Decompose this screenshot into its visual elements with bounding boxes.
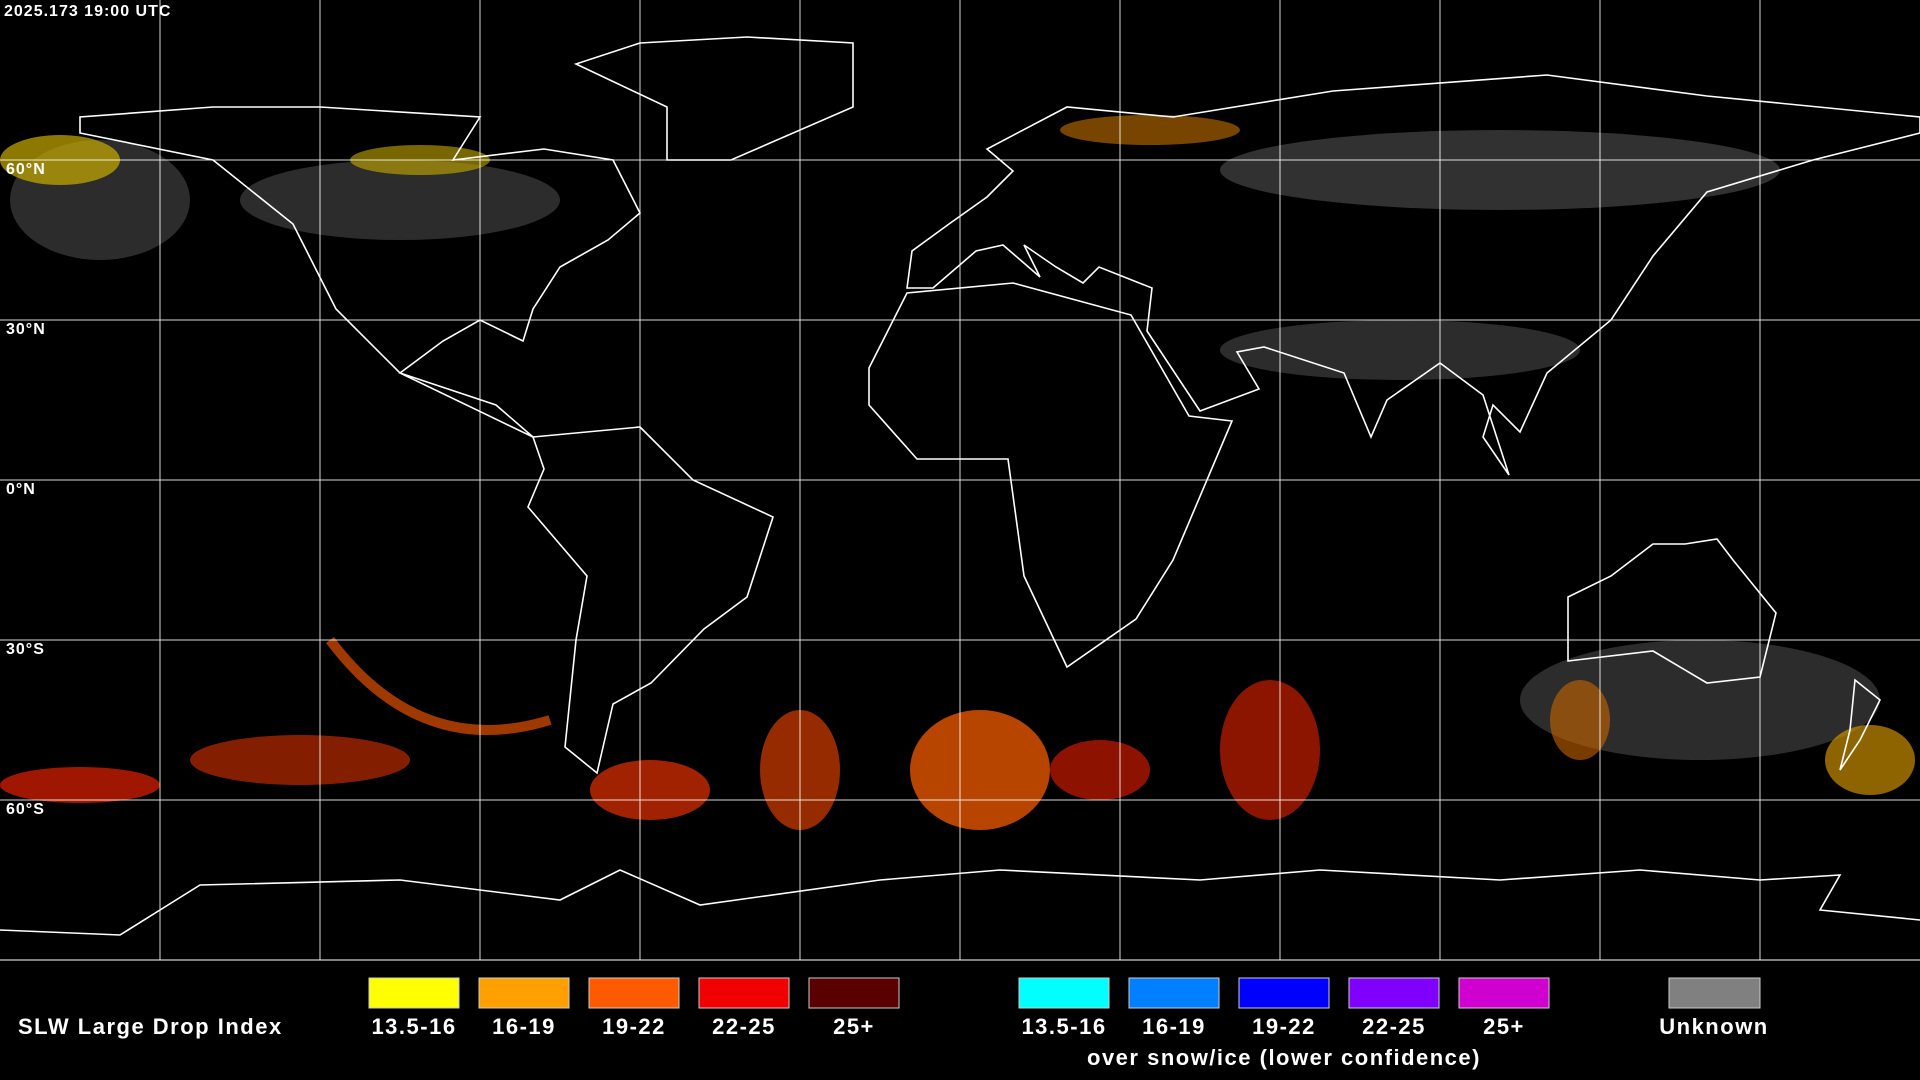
slw-cloud-area — [190, 735, 410, 785]
antarctica-coast — [0, 869, 1920, 936]
north-america-coast — [79, 106, 642, 438]
legend-label: 22-25 — [712, 1014, 776, 1039]
legend-label: 25+ — [1483, 1014, 1525, 1039]
legend-swatch — [1348, 977, 1440, 1009]
legend-title: SLW Large Drop Index — [18, 1014, 283, 1039]
legend-swatch — [1128, 977, 1220, 1009]
slw-cloud-area — [910, 710, 1050, 830]
slw-cloud-area — [590, 760, 710, 820]
latitude-label: 30°S — [6, 641, 45, 658]
unknown-cloud-area — [1520, 640, 1880, 760]
unknown-cloud-area — [1220, 320, 1580, 380]
legend-swatch — [478, 977, 570, 1009]
graticule — [0, 0, 1920, 960]
cloud-imagery — [0, 115, 1915, 830]
eurasia-coast — [906, 74, 1920, 476]
unknown-cloud-area — [1220, 130, 1780, 210]
latitude-label: 30°N — [6, 321, 46, 338]
legend-label: 16-19 — [492, 1014, 556, 1039]
slw-cloud-area — [1220, 680, 1320, 820]
greenland-coast — [573, 36, 854, 161]
slw-cloud-area — [1550, 680, 1610, 760]
latitude-label: 60°S — [6, 801, 45, 818]
coastlines — [0, 36, 1920, 936]
legend-note: over snow/ice (lower confidence) — [1087, 1045, 1481, 1070]
legend: 13.5-16 16-19 19-22 22-25 25+ 13.5-16 16-19 19-… — [368, 977, 1769, 1070]
latitude-label: 0°N — [6, 481, 36, 498]
legend-swatch — [698, 977, 790, 1009]
australia-coast — [1567, 538, 1777, 684]
legend-label: 13.5-16 — [1021, 1014, 1106, 1039]
slw-cloud-area — [0, 767, 160, 803]
south-america-coast — [527, 426, 774, 775]
slw-cloud-area — [1825, 725, 1915, 795]
legend-label: 19-22 — [1252, 1014, 1316, 1039]
slw-cloud-area — [1060, 115, 1240, 145]
timestamp: 2025.173 19:00 UTC — [4, 3, 171, 20]
legend-swatch — [588, 977, 680, 1009]
africa-coast — [868, 282, 1234, 669]
legend-swatch — [368, 977, 460, 1009]
legend-swatch — [1458, 977, 1550, 1009]
legend-label: 19-22 — [602, 1014, 666, 1039]
slw-cloud-area — [1050, 740, 1150, 800]
legend-label: Unknown — [1659, 1014, 1769, 1039]
latitude-labels: 60°N 30°N 0°N 30°S 60°S — [6, 161, 46, 818]
legend-swatch — [1668, 977, 1761, 1009]
legend-label: 25+ — [833, 1014, 875, 1039]
legend-label: 13.5-16 — [371, 1014, 456, 1039]
legend-label: 22-25 — [1362, 1014, 1426, 1039]
legend-swatch — [808, 977, 900, 1009]
new-zealand-coast — [1839, 678, 1882, 771]
legend-swatch — [1238, 977, 1330, 1009]
slw-cloud-band — [326, 636, 552, 735]
latitude-label: 60°N — [6, 161, 46, 178]
legend-swatch — [1018, 977, 1110, 1009]
legend-label: 16-19 — [1142, 1014, 1206, 1039]
